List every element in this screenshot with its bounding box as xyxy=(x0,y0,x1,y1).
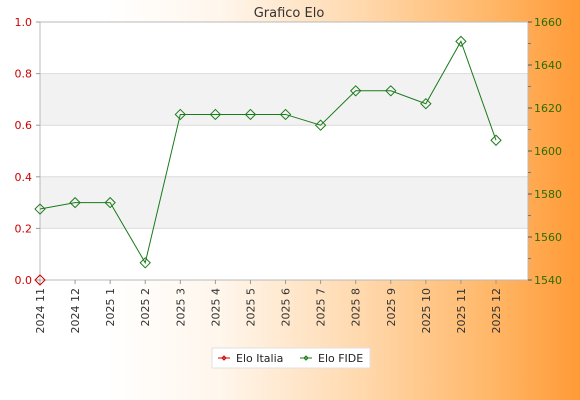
left-tick-label: 0.4 xyxy=(15,171,33,184)
right-tick-label: 1660 xyxy=(534,16,562,29)
legend-swatch-marker xyxy=(221,355,227,361)
x-tick-label: 2025 8 xyxy=(350,288,363,327)
right-tick-label: 1640 xyxy=(534,59,562,72)
grid-band xyxy=(40,176,528,229)
legend-label: Elo Italia xyxy=(236,352,283,365)
grid-band xyxy=(40,22,528,74)
data-point xyxy=(349,85,362,97)
data-point xyxy=(420,97,432,110)
left-tick-label: 0.8 xyxy=(15,68,33,81)
data-point xyxy=(34,203,46,215)
x-tick-label: 2025 9 xyxy=(385,288,398,327)
left-tick-label: 0.0 xyxy=(15,274,33,287)
data-point xyxy=(209,108,222,121)
grid-bands xyxy=(40,21,528,281)
right-tick-label: 1540 xyxy=(534,274,562,287)
data-point xyxy=(314,119,327,131)
legend-label: Elo FIDE xyxy=(318,352,363,365)
right-y-axis: 1540 1560 1580 1600 1620 1640 1660 xyxy=(528,16,562,287)
legend: Elo Italia Elo FIDE xyxy=(211,347,371,369)
right-tick-label: 1580 xyxy=(534,188,562,201)
data-point xyxy=(69,196,81,209)
grid-band xyxy=(40,73,528,126)
left-y-axis: 0.0 0.2 0.4 0.6 0.8 1.0 xyxy=(15,16,40,287)
x-tick-label: 2024 12 xyxy=(69,288,82,334)
series-line xyxy=(39,40,497,265)
x-tick-label: 2025 2 xyxy=(139,288,152,327)
data-point xyxy=(174,108,187,121)
x-tick-label: 2025 1 xyxy=(104,288,117,327)
x-tick-label: 2025 3 xyxy=(174,288,187,327)
data-point xyxy=(244,108,257,121)
data-point xyxy=(139,257,151,269)
x-tick-label: 2025 12 xyxy=(490,288,503,334)
data-point xyxy=(455,35,467,48)
x-tick-label: 2025 11 xyxy=(455,288,468,334)
right-tick-label: 1620 xyxy=(534,102,562,115)
x-tick-label: 2024 11 xyxy=(34,288,47,334)
left-tick-label: 0.2 xyxy=(15,222,33,235)
data-point xyxy=(490,134,502,146)
x-tick-label: 2025 5 xyxy=(244,288,257,327)
x-axis: 2024 11 2024 12 2025 1 2025 2 2025 3 2025 4 20… xyxy=(34,280,503,334)
data-point xyxy=(279,108,292,121)
right-tick-label: 1560 xyxy=(534,231,562,244)
right-tick-label: 1600 xyxy=(534,145,562,158)
data-point xyxy=(104,196,116,209)
x-tick-label: 2025 10 xyxy=(420,288,433,334)
data-point xyxy=(34,274,46,286)
data-point xyxy=(385,85,397,97)
grid-band xyxy=(40,228,528,280)
left-tick-label: 1.0 xyxy=(15,16,33,29)
x-tick-label: 2025 6 xyxy=(280,288,293,327)
left-tick-label: 0.6 xyxy=(15,119,33,132)
x-tick-label: 2025 7 xyxy=(315,288,328,327)
grid-band xyxy=(40,125,528,177)
x-tick-label: 2025 4 xyxy=(209,288,222,327)
chart-title: Grafico Elo xyxy=(254,6,325,21)
legend-swatch-marker xyxy=(303,355,309,361)
series-layer xyxy=(34,35,502,286)
legend-box xyxy=(211,347,371,369)
